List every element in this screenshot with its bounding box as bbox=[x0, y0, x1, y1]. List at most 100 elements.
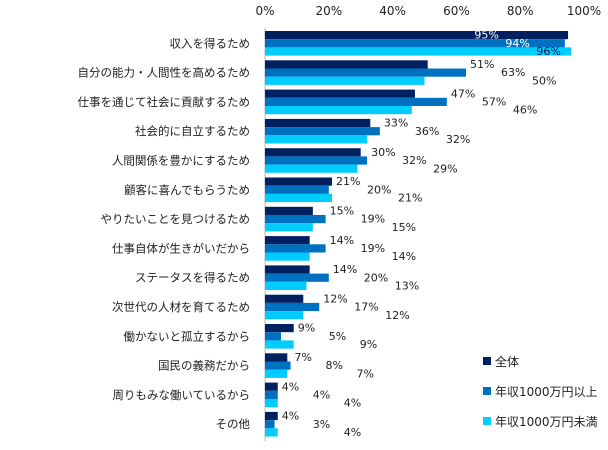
data-label: 32% bbox=[446, 133, 470, 146]
data-label: 8% bbox=[326, 359, 343, 372]
category-label: 人間関係を豊かにするため bbox=[112, 154, 250, 168]
bar bbox=[265, 148, 361, 157]
bar bbox=[265, 39, 565, 48]
category-label: 国民の義務だから bbox=[158, 359, 250, 373]
bar bbox=[265, 302, 320, 312]
data-label: 15% bbox=[392, 221, 416, 234]
legend-label: 年収1000万円以上 bbox=[495, 385, 598, 399]
data-label: 4% bbox=[344, 426, 361, 439]
legend-label: 年収1000万円未満 bbox=[495, 415, 598, 429]
bar bbox=[265, 97, 447, 106]
bar bbox=[265, 390, 278, 399]
legend-swatch bbox=[483, 417, 491, 425]
bar bbox=[265, 31, 569, 40]
data-label: 9% bbox=[360, 338, 377, 351]
data-label: 36% bbox=[415, 125, 439, 138]
bar bbox=[265, 252, 310, 261]
bar bbox=[265, 223, 313, 232]
bar bbox=[265, 294, 304, 303]
bar bbox=[265, 265, 310, 274]
data-label: 3% bbox=[313, 418, 330, 431]
data-label: 4% bbox=[313, 389, 330, 402]
category-label: その他 bbox=[216, 417, 251, 431]
bar bbox=[265, 118, 371, 128]
data-label: 17% bbox=[354, 301, 378, 314]
bar bbox=[265, 244, 326, 253]
x-tick-label: 40% bbox=[379, 4, 406, 18]
x-tick-label: 0% bbox=[255, 4, 274, 18]
data-label: 12% bbox=[323, 292, 347, 305]
category-label: 社会的に自立するため bbox=[135, 124, 250, 138]
bar bbox=[265, 311, 304, 320]
bar bbox=[265, 47, 572, 56]
category-label: ステータスを得るため bbox=[135, 271, 250, 285]
data-label: 13% bbox=[395, 280, 419, 293]
data-label: 29% bbox=[433, 162, 457, 175]
bar bbox=[265, 106, 412, 115]
data-label: 15% bbox=[330, 205, 354, 218]
data-label: 19% bbox=[361, 242, 385, 255]
category-label: 自分の能力・人間性を高めるため bbox=[78, 66, 251, 80]
data-label: 4% bbox=[282, 410, 299, 423]
category-label: 次世代の人材を育てるため bbox=[112, 300, 250, 314]
bar bbox=[265, 89, 415, 98]
data-label: 30% bbox=[371, 146, 395, 159]
bar bbox=[265, 361, 291, 370]
bar bbox=[265, 382, 278, 391]
bar bbox=[265, 353, 288, 362]
bar bbox=[265, 281, 307, 290]
category-label: 仕事を通じて社会に貢献するため bbox=[78, 95, 251, 109]
bar bbox=[265, 236, 310, 245]
data-label: 4% bbox=[282, 380, 299, 393]
bar bbox=[265, 164, 358, 173]
data-label: 7% bbox=[357, 367, 374, 380]
bar bbox=[265, 215, 326, 224]
data-label: 21% bbox=[398, 192, 422, 205]
category-label: 働かないと孤立するから bbox=[124, 329, 251, 343]
bar bbox=[265, 60, 428, 69]
bar bbox=[265, 369, 288, 378]
data-label: 14% bbox=[330, 234, 354, 247]
bar bbox=[265, 332, 281, 341]
bar bbox=[265, 411, 278, 421]
data-label: 7% bbox=[295, 351, 312, 364]
data-label: 12% bbox=[385, 309, 409, 322]
data-label: 5% bbox=[329, 330, 346, 343]
legend-swatch bbox=[483, 357, 491, 365]
data-label: 19% bbox=[361, 213, 385, 226]
legend-label: 全体 bbox=[495, 354, 519, 369]
bar bbox=[265, 76, 425, 85]
bar bbox=[265, 420, 275, 429]
bar bbox=[265, 273, 329, 282]
bar bbox=[265, 68, 466, 77]
bar bbox=[265, 428, 278, 437]
x-tick-label: 20% bbox=[315, 4, 342, 18]
data-label: 9% bbox=[298, 322, 315, 335]
data-label: 47% bbox=[451, 87, 475, 100]
data-label: 33% bbox=[384, 117, 408, 130]
category-label: 仕事自体が生きがいだから bbox=[112, 241, 250, 255]
bar bbox=[265, 177, 332, 186]
bar bbox=[265, 399, 278, 408]
data-label: 94% bbox=[505, 37, 529, 50]
data-label: 46% bbox=[513, 104, 537, 117]
data-label: 14% bbox=[392, 250, 416, 263]
bar bbox=[265, 135, 368, 144]
bar bbox=[265, 324, 294, 333]
data-label: 96% bbox=[536, 45, 560, 58]
legend-swatch bbox=[483, 387, 491, 395]
data-label: 4% bbox=[344, 397, 361, 410]
data-label: 50% bbox=[532, 74, 556, 87]
category-label: やりたいことを見つけるため bbox=[101, 212, 251, 226]
x-tick-label: 80% bbox=[507, 4, 534, 18]
data-label: 14% bbox=[333, 263, 357, 276]
data-label: 63% bbox=[501, 66, 525, 79]
bar bbox=[265, 193, 332, 203]
bar bbox=[265, 156, 368, 165]
data-label: 20% bbox=[364, 271, 388, 284]
x-tick-label: 60% bbox=[443, 4, 470, 18]
category-label: 収入を得るため bbox=[170, 36, 251, 50]
data-label: 20% bbox=[367, 183, 391, 196]
data-label: 51% bbox=[470, 58, 494, 71]
